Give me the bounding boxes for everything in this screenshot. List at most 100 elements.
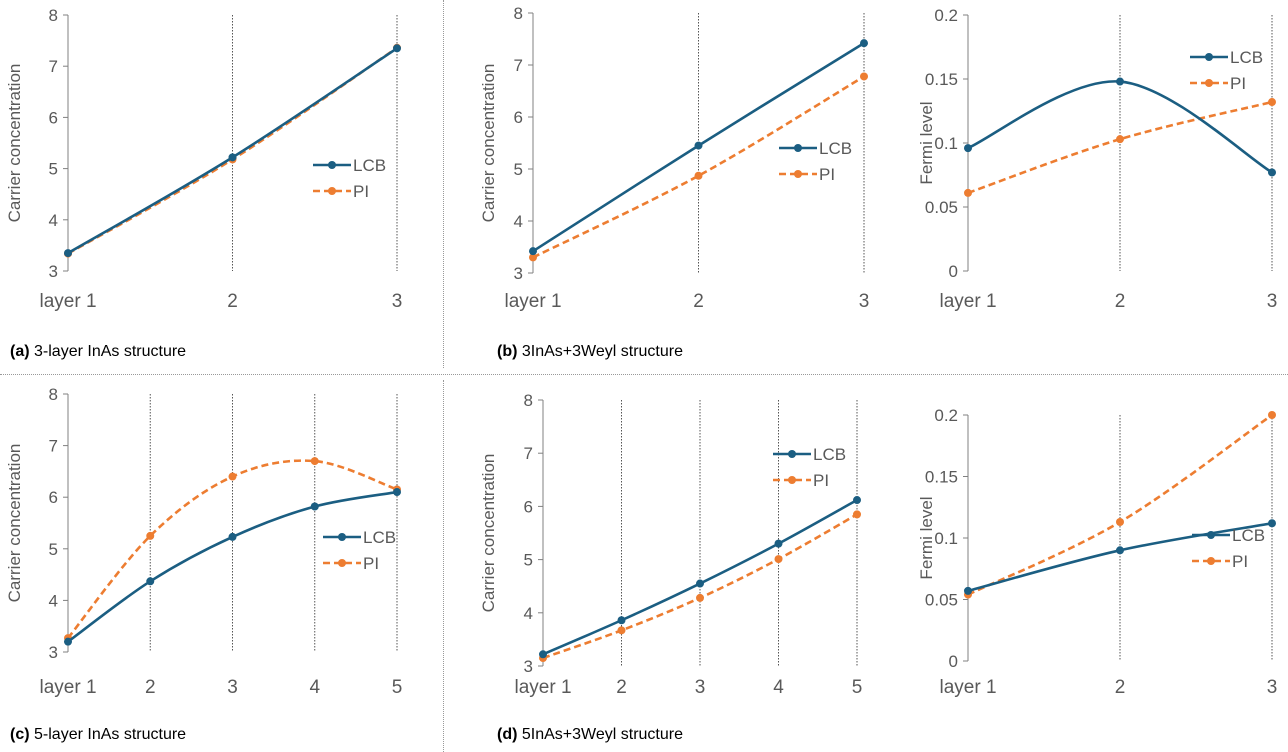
- x-tick-label: 2: [616, 677, 627, 698]
- y-tick-label: 0.15: [925, 468, 958, 487]
- data-point-lcb: [696, 579, 704, 588]
- legend-marker-pi: [338, 559, 346, 567]
- y-axis-label: Carrier concentration: [479, 454, 498, 613]
- data-point-pi: [696, 593, 704, 602]
- x-tick-label: 2: [1115, 291, 1126, 312]
- data-point-lcb: [310, 502, 319, 511]
- y-tick-label: 3: [49, 643, 58, 662]
- chart-b-right: 0 0.05 0.1 0.15 0.2 Fermi level layer 1 2 3 LCB PI: [917, 6, 1277, 312]
- data-point-pi: [1116, 518, 1124, 527]
- series-line-pi: [967, 100, 1273, 195]
- legend-label-lcb: LCB: [353, 156, 386, 175]
- series-line-pi: [967, 413, 1273, 596]
- x-tick-label: 3: [1267, 677, 1278, 698]
- legend-label-pi: PI: [1230, 74, 1246, 93]
- y-tick-label: 3: [49, 262, 58, 281]
- x-tick-label: layer 1: [939, 291, 996, 312]
- data-point-lcb: [393, 488, 401, 497]
- y-tick-label: 6: [524, 497, 533, 516]
- y-tick-label: 7: [524, 444, 533, 463]
- y-axis-label: Carrier concentration: [5, 64, 24, 223]
- y-tick-label: 5: [49, 540, 58, 559]
- data-point-pi: [1268, 98, 1276, 107]
- y-tick-label: 7: [49, 57, 58, 76]
- caption-d: (d) 5InAs+3Weyl structure: [497, 726, 683, 743]
- legend-marker-lcb: [794, 144, 802, 152]
- panel-separator-vertical-bottom: [443, 380, 444, 752]
- legend-marker-lcb: [338, 533, 346, 541]
- x-tick-label: 4: [773, 677, 784, 698]
- y-tick-label: 0.1: [934, 529, 958, 548]
- y-tick-label: 6: [49, 108, 58, 127]
- x-tick-label: layer 1: [504, 291, 561, 312]
- x-tick-label: 3: [227, 677, 238, 698]
- legend-marker-pi: [794, 170, 802, 178]
- legend-marker-lcb: [1205, 53, 1213, 61]
- data-point-lcb: [964, 144, 972, 153]
- chart-c: 3 4 5 6 7 8 Carrier concentration layer 1 2 3 4 5 LC…: [5, 385, 402, 698]
- legend-label-pi: PI: [363, 554, 379, 573]
- y-tick-label: 3: [514, 264, 523, 283]
- y-axis-label: Fermi level: [917, 101, 936, 184]
- legend-label-lcb: LCB: [813, 445, 846, 464]
- data-point-pi: [529, 253, 537, 262]
- y-tick-label: 3: [524, 657, 533, 676]
- x-tick-label: layer 1: [514, 677, 571, 698]
- x-tick-label: 2: [227, 291, 238, 312]
- y-tick-label: 6: [514, 108, 523, 127]
- y-axis-label: Carrier concentration: [479, 64, 498, 223]
- y-tick-label: 4: [524, 604, 533, 623]
- x-tick-label: 3: [1267, 291, 1278, 312]
- legend-label-lcb: LCB: [819, 139, 852, 158]
- caption-a: (a) 3-layer InAs structure: [10, 343, 187, 360]
- y-tick-label: 0.2: [934, 406, 958, 425]
- x-tick-label: layer 1: [939, 677, 996, 698]
- data-point-pi: [228, 472, 237, 481]
- y-tick-label: 8: [49, 6, 58, 25]
- data-point-pi: [964, 188, 972, 197]
- y-tick-label: 5: [49, 160, 58, 179]
- panel-separator-vertical-top: [443, 0, 444, 368]
- data-point-lcb: [1268, 168, 1276, 177]
- chart-d-left: 3 4 5 6 7 8 Carrier concentration layer 1 2 3 4 5 LC…: [479, 391, 862, 698]
- data-point-lcb: [228, 153, 237, 162]
- legend-marker-pi: [328, 187, 336, 195]
- data-point-lcb: [1268, 519, 1276, 528]
- data-point-lcb: [860, 39, 868, 48]
- y-tick-label: 5: [524, 551, 533, 570]
- y-tick-label: 7: [49, 437, 58, 456]
- x-tick-label: 2: [693, 291, 704, 312]
- legend-marker-pi: [788, 476, 796, 484]
- y-axis-label: Fermi level: [917, 496, 936, 579]
- x-tick-label: 3: [695, 677, 706, 698]
- data-point-lcb: [393, 44, 401, 53]
- data-point-pi: [617, 626, 626, 635]
- legend-label-pi: PI: [819, 165, 835, 184]
- data-point-lcb: [529, 247, 537, 256]
- series-line-pi: [532, 75, 865, 259]
- x-tick-label: 3: [859, 291, 870, 312]
- data-point-pi: [694, 171, 703, 180]
- x-tick-label: 4: [309, 677, 320, 698]
- legend-label-lcb: LCB: [363, 528, 396, 547]
- data-point-lcb: [694, 141, 703, 150]
- y-tick-label: 8: [514, 4, 523, 23]
- caption-c: (c) 5-layer InAs structure: [10, 726, 187, 743]
- data-point-pi: [774, 555, 783, 564]
- data-point-lcb: [1116, 546, 1124, 555]
- y-tick-label: 8: [524, 391, 533, 410]
- data-point-pi: [310, 457, 319, 466]
- x-tick-label: 2: [145, 677, 156, 698]
- y-tick-label: 6: [49, 488, 58, 507]
- data-point-pi: [1116, 135, 1124, 144]
- legend-marker-lcb: [788, 450, 796, 458]
- y-tick-label: 4: [49, 211, 58, 230]
- y-tick-label: 4: [49, 591, 58, 610]
- x-tick-label: 5: [392, 677, 403, 698]
- legend-label-lcb: LCB: [1230, 48, 1263, 67]
- data-point-pi: [853, 510, 861, 519]
- x-tick-label: 2: [1115, 677, 1126, 698]
- y-tick-label: 0.05: [925, 198, 958, 217]
- data-point-lcb: [539, 650, 547, 659]
- y-tick-label: 4: [514, 212, 523, 231]
